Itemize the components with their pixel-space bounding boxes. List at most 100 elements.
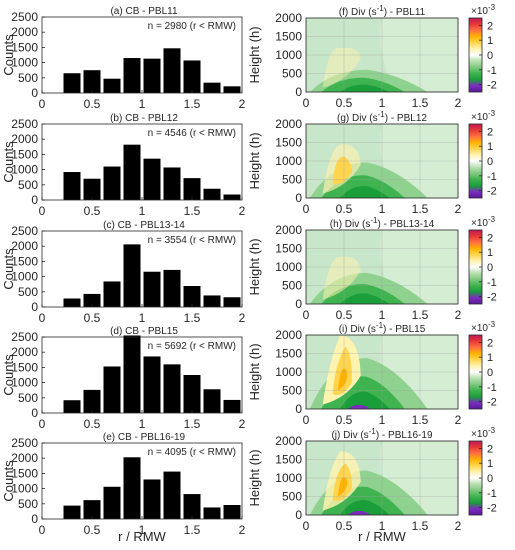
contour-xtick-label: 0	[303, 96, 310, 110]
colorbar-exponent: ×10-3	[471, 3, 496, 17]
contour-ylabel: Height (h)	[247, 343, 262, 400]
hist-ytick-label: 500	[18, 391, 38, 405]
contour-ytick-label: 0	[295, 508, 302, 522]
contour-ytick-label: 2000	[275, 328, 302, 342]
contour-frame	[305, 229, 459, 305]
hist-xtick-label: 0.5	[84, 204, 101, 218]
hist-xtick-label: 0	[39, 204, 46, 218]
contour-region	[347, 510, 371, 515]
contour-xtick-label: 0	[303, 519, 310, 533]
hist-annotation: n = 5692 (r < RMW)	[148, 341, 236, 352]
hist-ytick-label: 2000	[11, 345, 38, 359]
contour-panel-4: 0 500 1000 1500 2000 0 0.5 1 1.5 2 Height (h) (j) D…	[247, 426, 497, 533]
hist-xtick-label: 2	[239, 417, 246, 431]
hist-xtick-label: 0.5	[84, 97, 101, 111]
contour-title: (j) Div (s-1) - PBL16-19	[331, 427, 432, 441]
contour-title: (h) Div (s-1) - PBL13-14	[330, 216, 435, 230]
colorbar-tick-label: 2	[487, 20, 493, 32]
hist-ytick-label: 2500	[11, 436, 38, 450]
colorbar-exponent-power: -3	[488, 3, 496, 12]
colorbar-tick-label: 0	[487, 262, 493, 274]
contour-title-part: ) - PBL11	[384, 7, 426, 18]
contour-title-sup: -1	[369, 427, 377, 436]
contour-title-part: (f) Div (s	[339, 7, 377, 18]
colorbar-tick-label: -1	[487, 488, 497, 500]
contour-title-sup: -1	[376, 321, 384, 330]
contour-panel-3: 0 500 1000 1500 2000 0 0.5 1 1.5 2 Height (h) (i) D…	[247, 320, 497, 427]
contour-region	[340, 391, 390, 409]
contour-xtick-label: 1.5	[412, 96, 429, 110]
hist-bar	[183, 375, 201, 413]
hist-ytick-label: 0	[31, 193, 38, 207]
hist-bar	[63, 73, 81, 93]
contour-ytick-label: 2000	[275, 434, 302, 448]
contour-title: (g) Div (s-1) - PBL12	[337, 110, 427, 124]
contour-frame	[305, 440, 459, 516]
hist-xtick-label: 1.5	[184, 417, 201, 431]
colorbar-exponent-power: -3	[488, 109, 496, 118]
hist-ytick-label: 500	[18, 71, 38, 85]
hist-ytick-label: 1000	[11, 56, 38, 70]
hist-ytick-label: 2500	[11, 330, 38, 344]
contour-xtick-label: 0.5	[336, 413, 353, 427]
hist-title: (e) CB - PBL16-19	[103, 432, 186, 443]
contour-region	[337, 477, 348, 497]
hist-bar	[143, 158, 161, 200]
colorbar-tick-label: -1	[487, 277, 497, 289]
hist-bar	[63, 298, 81, 307]
hist-xtick-label: 2	[239, 97, 246, 111]
hist-bar	[63, 172, 81, 200]
hist-bar	[203, 389, 221, 413]
hist-ylabel: Counts	[1, 354, 16, 396]
hist-bar	[163, 269, 181, 307]
contour-region	[340, 185, 390, 198]
contour-title-part: ) - PBL15	[383, 324, 426, 335]
contour-region	[340, 84, 390, 92]
hist-xtick-label: 0.5	[84, 523, 101, 537]
colorbar-exponent-base: ×10	[471, 218, 488, 229]
contour-ytick-label: 1000	[275, 48, 302, 62]
colorbar-tick-label: -2	[487, 503, 497, 515]
contour-frame	[305, 123, 459, 199]
hist-xtick-label: 1	[139, 523, 146, 537]
colorbar-exponent-power: -3	[488, 320, 496, 329]
contour-ytick-label: 1000	[275, 260, 302, 274]
contour-ytick-label: 500	[282, 173, 302, 187]
contour-title-part: ) - PBL13-14	[377, 219, 434, 230]
hist-title: (a) CB - PBL11	[110, 6, 177, 17]
contour-ylabel: Height (h)	[247, 26, 262, 83]
hist-xtick-label: 0	[39, 417, 46, 431]
contour-ytick-label: 0	[295, 402, 302, 416]
hist-bar	[203, 507, 221, 519]
contour-title: (i) Div (s-1) - PBL15	[339, 321, 426, 335]
contour-xtick-label: 1.5	[412, 413, 429, 427]
hist-ytick-label: 1000	[11, 163, 38, 177]
contour-title-part: (g) Div (s	[337, 113, 378, 124]
hist-ytick-label: 1500	[11, 360, 38, 374]
colorbar-tick-label: 1	[487, 352, 493, 364]
hist-ylabel: Counts	[1, 248, 16, 290]
hist-ytick-label: 2000	[11, 451, 38, 465]
hist-xtick-label: 1.5	[184, 97, 201, 111]
hist-xtick-label: 1	[139, 204, 146, 218]
colorbar-tick-label: 1	[487, 247, 493, 259]
hist-bar	[143, 58, 161, 93]
contour-title-part: ) - PBL16-19	[376, 430, 433, 441]
contour-xtick-label: 0.5	[336, 96, 353, 110]
hist-bar	[83, 293, 101, 307]
contour-xtick-label: 1	[379, 96, 386, 110]
colorbar-tick-label: -2	[487, 397, 497, 409]
hist-ytick-label: 1000	[11, 482, 38, 496]
contour-region	[340, 293, 390, 304]
hist-plot-area	[42, 231, 242, 307]
contour-xtick-label: 0	[303, 308, 310, 322]
hist-ytick-label: 0	[31, 512, 38, 526]
contour-region	[337, 368, 348, 391]
contour-xtick-label: 0.5	[336, 519, 353, 533]
contour-region	[340, 499, 390, 515]
colorbar-tick-label: 1	[487, 458, 493, 470]
